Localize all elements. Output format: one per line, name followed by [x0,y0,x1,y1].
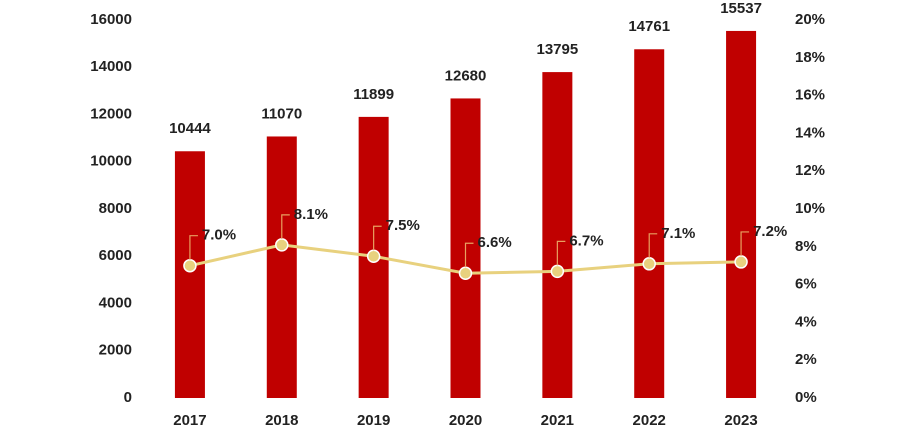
label-leader [648,233,658,258]
bar [542,72,573,398]
y-tick-label: 12000 [90,105,132,122]
x-tick-label: 2023 [724,412,757,429]
bar [726,30,757,398]
label-leader [556,240,566,266]
line-value-label: 7.1% [661,225,695,242]
line-value-label: 7.5% [386,217,420,234]
y2-tick-label: 20% [795,11,825,28]
bar [266,136,297,398]
y2-tick-label: 18% [795,49,825,66]
label-leader [281,214,290,239]
bar-value-label: 13795 [536,41,578,58]
line-value-label: 6.6% [478,234,512,251]
bar [634,49,665,399]
line-marker [642,257,656,271]
x-tick-label: 2021 [541,412,574,429]
label-leader [740,231,750,256]
bar-value-label: 10444 [169,120,211,137]
y2-tick-label: 10% [795,200,825,217]
line-marker [275,238,289,252]
x-tick-label: 2022 [633,412,666,429]
y2-tick-label: 0% [795,389,817,406]
bar-value-label: 11070 [261,105,302,122]
line-marker [366,249,381,263]
y-tick-label: 2000 [99,342,132,359]
y2-tick-label: 16% [795,87,825,104]
y-tick-label: 10000 [90,153,132,170]
x-tick-label: 2019 [357,412,390,429]
line-marker [183,258,197,273]
y2-tick-label: 2% [795,351,817,368]
y-tick-label: 6000 [99,247,132,264]
label-leader [464,242,474,268]
y-tick-label: 14000 [90,58,132,75]
y2-tick-label: 4% [795,313,817,330]
line-marker [550,264,565,279]
y-tick-label: 4000 [99,294,132,311]
x-tick-label: 2020 [449,412,482,429]
bar-value-label: 15537 [720,0,762,17]
line-value-label: 7.0% [202,227,236,244]
y-tick-label: 0 [124,389,132,406]
line-marker [734,255,748,269]
line-value-label: 6.7% [569,232,603,249]
line-value-label: 7.2% [753,223,787,240]
line-marker [458,266,473,281]
label-leader [373,225,382,251]
bar-value-label: 14761 [628,18,670,35]
y2-tick-label: 6% [795,276,817,293]
y2-tick-label: 12% [795,162,825,179]
bar-value-label: 11899 [353,86,394,103]
y-tick-label: 8000 [99,200,132,217]
y2-tick-label: 14% [795,124,825,141]
line-value-label: 8.1% [294,206,328,223]
bar [174,151,205,398]
label-leader [189,235,198,260]
y-tick-label: 16000 [90,11,132,28]
bar-value-label: 12680 [445,67,487,84]
x-tick-label: 2017 [173,412,206,429]
y2-tick-label: 8% [795,238,817,255]
x-tick-label: 2018 [265,412,298,429]
